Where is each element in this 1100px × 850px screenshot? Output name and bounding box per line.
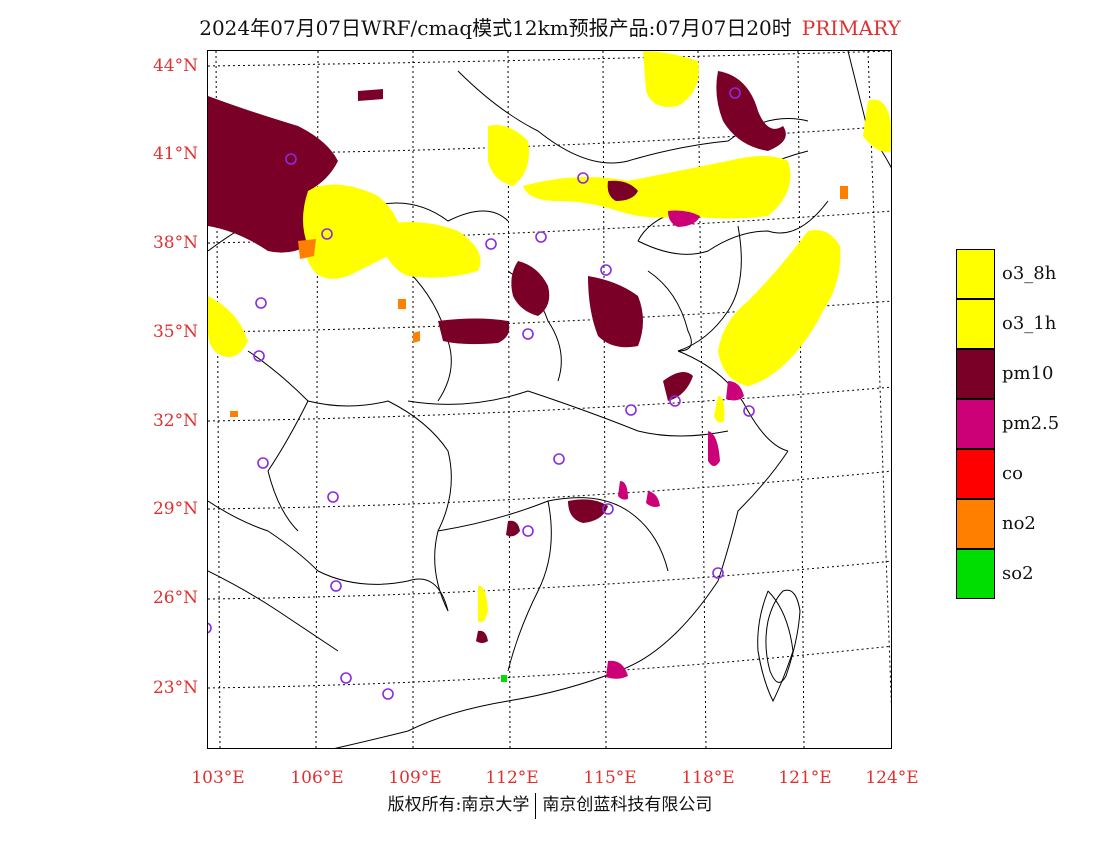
legend-label-o3-8h: o3_8h <box>1002 263 1057 284</box>
lat-label-41: 41°N <box>152 144 198 164</box>
map-title: 2024年07月07日WRF/cmaq模式12km预报产品:07月07日20时 P… <box>0 12 1100 41</box>
legend-label-so2: so2 <box>1002 563 1034 584</box>
footer-divider <box>535 792 537 819</box>
lon-label-118: 118°E <box>681 768 735 788</box>
legend-label-pm25: pm2.5 <box>1002 413 1060 434</box>
lon-label-112: 112°E <box>485 768 539 788</box>
o3-areas <box>208 51 891 623</box>
legend-label-co: co <box>1002 463 1023 484</box>
lon-label-106: 106°E <box>290 768 344 788</box>
legend-swatch-co <box>956 449 995 499</box>
legend-swatch-so2 <box>956 549 995 599</box>
lon-label-115: 115°E <box>583 768 637 788</box>
lat-label-35: 35°N <box>152 322 198 342</box>
title-text: 2024年07月07日WRF/cmaq模式12km预报产品:07月07日20时 <box>199 16 792 40</box>
legend-swatch-pm25 <box>956 399 995 449</box>
legend-swatch-o3-8h <box>956 249 995 299</box>
so2-areas <box>501 675 507 682</box>
lat-label-23: 23°N <box>152 678 198 698</box>
lat-label-44: 44°N <box>152 56 198 76</box>
pm25-areas <box>606 210 744 679</box>
lat-label-26: 26°N <box>152 588 198 608</box>
pm10-areas <box>208 71 786 643</box>
legend-label-o3-1h: o3_1h <box>1002 313 1057 334</box>
lat-label-38: 38°N <box>152 233 198 253</box>
lon-label-103: 103°E <box>191 768 245 788</box>
lat-label-32: 32°N <box>152 411 198 431</box>
station-markers <box>208 87 755 700</box>
no2-areas <box>230 186 848 417</box>
taiwan-outline <box>765 589 801 683</box>
lat-label-29: 29°N <box>152 499 198 519</box>
copyright-footer: 版权所有:南京大学 南京创蓝科技有限公司 <box>0 790 1100 819</box>
legend-swatch-pm10 <box>956 349 995 399</box>
lon-label-124: 124°E <box>865 768 919 788</box>
lon-label-109: 109°E <box>388 768 442 788</box>
lon-label-121: 121°E <box>778 768 832 788</box>
legend-label-pm10: pm10 <box>1002 363 1054 384</box>
legend-swatch-o3-1h <box>956 299 995 349</box>
legend-label-no2: no2 <box>1002 513 1036 534</box>
title-tag: PRIMARY <box>801 16 901 40</box>
legend-swatch-no2 <box>956 499 995 549</box>
pollution-map <box>208 51 891 748</box>
map-panel[interactable] <box>207 50 892 749</box>
copyright-left: 版权所有:南京大学 <box>387 795 530 815</box>
copyright-right: 南京创蓝科技有限公司 <box>542 795 713 815</box>
